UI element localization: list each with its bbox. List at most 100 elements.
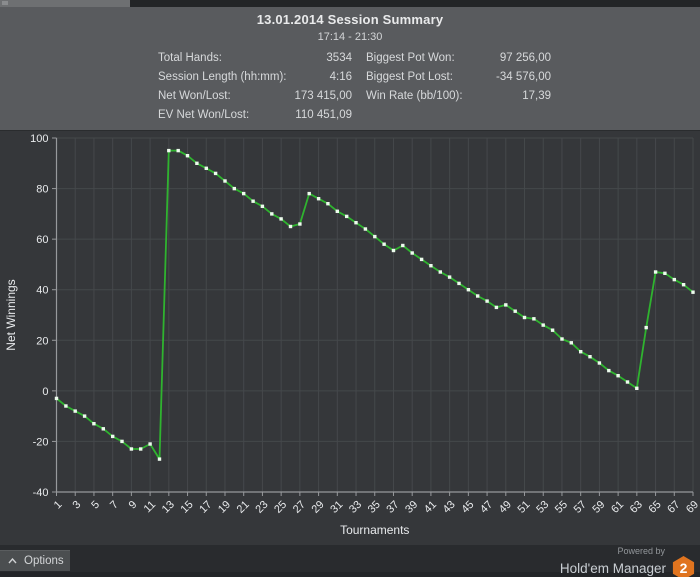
stat-label: Biggest Pot Won: (366, 51, 455, 64)
chart-marker (635, 386, 639, 390)
chart-marker (438, 270, 442, 274)
chart-marker (111, 434, 115, 439)
stat-row: Total Hands: 3534 Biggest Pot Won: 97 256,0… (158, 48, 551, 67)
chart-marker (373, 234, 377, 239)
x-tick-label: 47 (478, 499, 495, 516)
stat-value: 4:16 (329, 70, 352, 83)
chart-marker (485, 299, 489, 303)
x-tick-label: 43 (441, 499, 458, 516)
brand-box: Powered by Hold'em Manager 2 (560, 545, 695, 577)
chart-marker (101, 427, 105, 431)
stat-row: Session Length (hh:mm): 4:16 Biggest Pot L… (158, 67, 551, 86)
summary-header: 13.01.2014 Session Summary 17:14 - 21:30… (0, 7, 700, 130)
chart-marker (616, 374, 620, 378)
options-label: Options (24, 555, 64, 567)
footer-bar: Options Powered by Hold'em Manager 2 (0, 545, 700, 577)
chart-marker (73, 409, 77, 413)
chart-marker (242, 191, 246, 196)
brand-name: Hold'em Manager (559, 560, 666, 576)
x-tick-label: 25 (272, 499, 289, 516)
x-tick-label: 55 (553, 499, 570, 516)
chart-marker (532, 317, 536, 321)
top-tab (0, 0, 130, 7)
x-tick-label: 45 (459, 499, 476, 516)
x-tick-label: 69 (684, 499, 700, 516)
x-tick-label: 65 (647, 499, 664, 516)
chart-marker (157, 457, 162, 461)
chart-marker (298, 222, 302, 226)
chart-marker (204, 166, 208, 170)
x-tick-label: 13 (160, 499, 177, 516)
x-tick-label: 3 (71, 499, 84, 512)
stat-value: 97 256,00 (499, 51, 551, 64)
chart-marker (167, 148, 171, 153)
chart-marker (681, 283, 686, 287)
chart-marker (176, 148, 180, 153)
x-tick-label: 17 (197, 499, 214, 516)
chart-marker (382, 242, 386, 246)
chart-marker (64, 404, 68, 408)
stat-label: Net Won/Lost: (158, 89, 231, 102)
chart-marker (476, 294, 480, 298)
chart-marker (447, 275, 452, 279)
chart-marker (541, 323, 545, 327)
y-tick-label: 0 (42, 386, 48, 398)
chart-marker (663, 271, 667, 275)
chart-marker (410, 251, 414, 255)
chart-marker (513, 309, 517, 313)
y-tick-label: 20 (36, 335, 48, 347)
chart-marker (195, 161, 199, 165)
x-tick-label: 21 (235, 499, 252, 516)
stat-value: 3534 (326, 51, 352, 64)
stats-grid: Total Hands: 3534 Biggest Pot Won: 97 256,0… (158, 48, 551, 124)
chart-marker (345, 214, 349, 219)
chart-marker (279, 217, 283, 221)
y-tick-label: 80 (36, 184, 48, 196)
chart-marker (569, 341, 573, 345)
chart-marker (504, 303, 508, 307)
stat-label: Win Rate (bb/100): (366, 89, 463, 102)
chart-marker (419, 257, 424, 262)
chart-marker (232, 186, 236, 191)
x-tick-label: 41 (422, 499, 439, 516)
x-tick-label: 27 (291, 499, 308, 516)
chart-marker (653, 270, 658, 274)
y-tick-label: -20 (33, 436, 49, 448)
chart-marker (457, 281, 461, 286)
chart-marker (316, 197, 321, 201)
chart-marker (120, 439, 124, 444)
x-tick-label: 31 (328, 499, 345, 516)
chart-marker (270, 212, 274, 216)
chart-marker (260, 204, 265, 208)
chart-marker (354, 221, 358, 225)
stat-value: -34 576,00 (496, 70, 551, 83)
chart-marker (335, 209, 339, 213)
x-tick-label: 59 (590, 499, 607, 516)
x-tick-label: 29 (310, 499, 327, 516)
y-tick-label: 40 (36, 285, 48, 297)
options-button[interactable]: Options (0, 550, 70, 571)
chart-marker (185, 154, 190, 158)
window-grip-icon (2, 1, 8, 5)
chart-marker (466, 288, 471, 292)
session-title: 13.01.2014 Session Summary (256, 12, 444, 27)
x-tick-label: 19 (216, 499, 233, 516)
x-tick-label: 5 (89, 499, 102, 512)
x-axis-title: Tournaments (340, 523, 409, 537)
chevron-up-icon (8, 558, 17, 564)
chart-marker (139, 447, 143, 451)
chart-marker (148, 442, 152, 446)
x-tick-label: 51 (515, 499, 532, 516)
x-tick-label: 23 (253, 499, 270, 516)
stat-value: 173 415,00 (294, 89, 352, 102)
x-tick-label: 35 (366, 499, 383, 516)
chart-marker (691, 290, 695, 294)
x-tick-label: 49 (497, 499, 514, 516)
brand-badge-icon: 2 (672, 556, 695, 577)
powered-by-label: Powered by (617, 546, 665, 556)
stat-value: 110 451,09 (295, 108, 352, 121)
y-axis-title: Net Winnings (4, 279, 18, 350)
chart-marker (494, 305, 499, 310)
x-tick-label: 15 (179, 499, 196, 516)
stat-row: EV Net Won/Lost: 110 451,09 (158, 105, 551, 124)
